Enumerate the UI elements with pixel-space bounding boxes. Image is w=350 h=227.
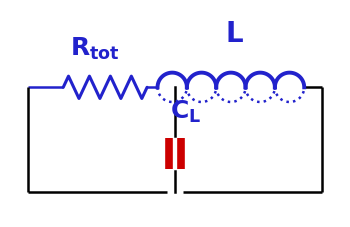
- Text: $\mathbf{R}_{\mathbf{tot}}$: $\mathbf{R}_{\mathbf{tot}}$: [70, 36, 120, 62]
- Text: $\mathbf{C}_{\mathbf{L}}$: $\mathbf{C}_{\mathbf{L}}$: [170, 99, 201, 125]
- Text: $\mathbf{L}$: $\mathbf{L}$: [225, 21, 244, 48]
